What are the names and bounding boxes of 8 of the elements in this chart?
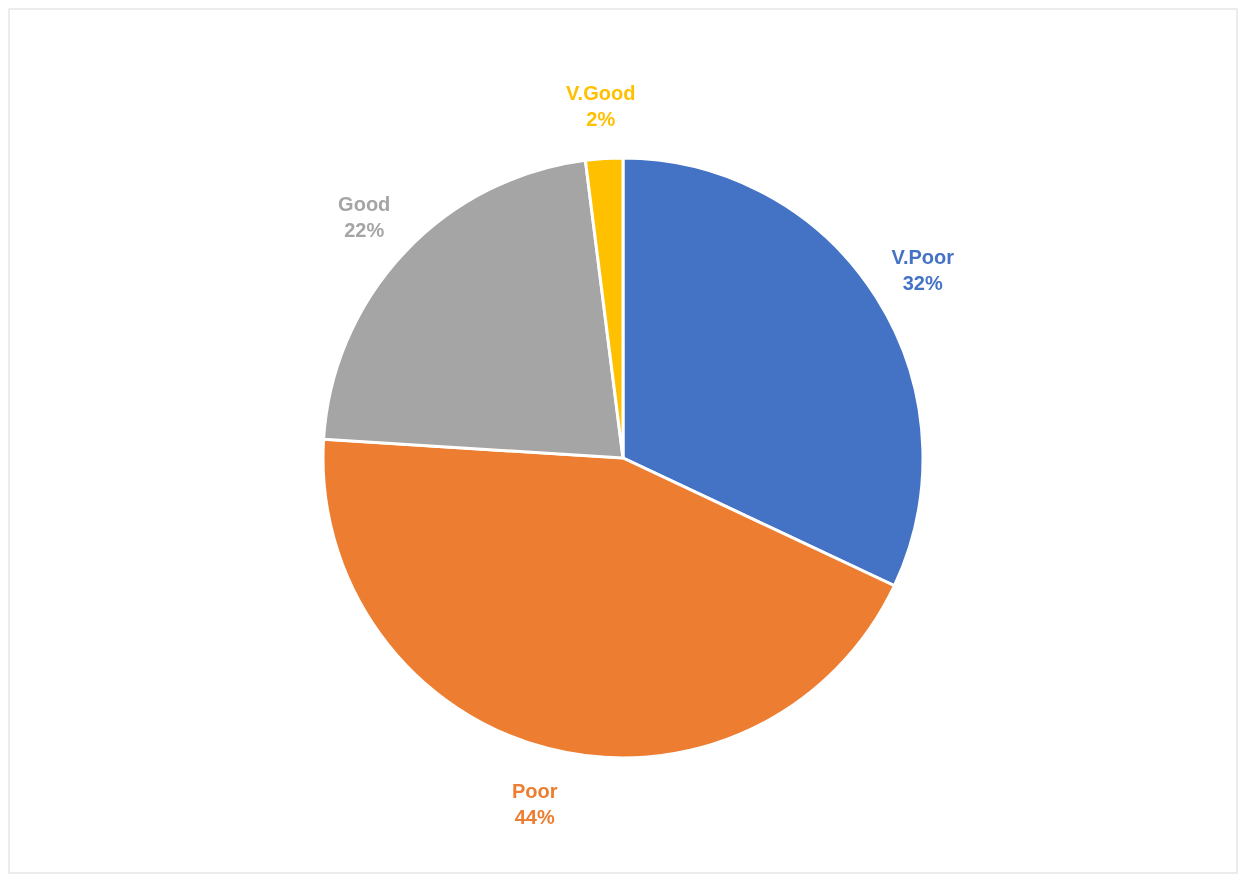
slice-label: Poor — [511, 779, 558, 802]
data-label: 2% — [586, 107, 616, 130]
data-label: 22% — [344, 218, 385, 241]
data-label: 44% — [514, 805, 555, 828]
data-label: 32% — [902, 271, 943, 294]
slice-label: Good — [338, 192, 391, 215]
slice-label: V.Good — [566, 81, 636, 104]
slice-label: V.Poor — [891, 245, 955, 268]
